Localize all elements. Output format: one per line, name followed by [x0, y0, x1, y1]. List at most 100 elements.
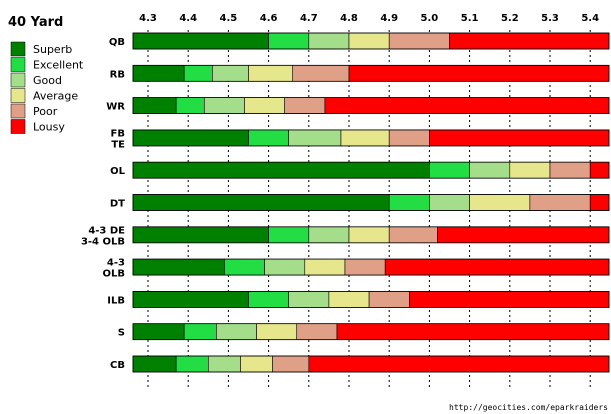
x-tick-label: 4.6: [260, 13, 278, 24]
position-label: 4-3: [107, 258, 125, 269]
bar-segment-poor: [296, 323, 338, 341]
legend-label-average: Average: [33, 90, 78, 103]
chart-title: 40 Yard: [8, 15, 63, 30]
x-tick-label: 4.4: [179, 13, 197, 24]
legend-swatch-excellent: [10, 57, 26, 72]
position-label: WR: [106, 102, 125, 113]
position-label: 3-4 OLB: [81, 236, 125, 247]
legend-label-good: Good: [33, 74, 62, 87]
bar-segment-poor: [272, 355, 310, 373]
legend: Superb Excellent Good Average Poor Lousy: [10, 41, 84, 134]
bar-segment-superb: [132, 32, 269, 50]
position-label: CB: [110, 360, 125, 371]
bar-segment-lousy: [589, 194, 610, 211]
bar-segment-excellent: [248, 291, 290, 308]
x-tick-label: 4.8: [340, 13, 358, 24]
bar-segment-lousy: [324, 97, 610, 114]
bar-segment-average: [328, 291, 370, 308]
bar-outline: [132, 355, 610, 373]
x-tick-label: 5.3: [541, 13, 559, 24]
bar-outline: [132, 226, 610, 244]
bar-outline: [132, 32, 610, 50]
bars: [132, 32, 610, 373]
bar-outline: [132, 97, 610, 114]
position-label: FB: [111, 128, 125, 139]
legend-swatch-lousy: [10, 119, 26, 134]
bar-outline: [132, 161, 610, 179]
bar-segment-average: [248, 65, 294, 82]
bar-outline: [132, 323, 610, 341]
x-tick-label: 4.7: [300, 13, 318, 24]
bar-segment-superb: [132, 291, 249, 308]
bar-segment-average: [348, 32, 390, 50]
x-tick-label: 4.5: [220, 13, 238, 24]
legend-label-excellent: Excellent: [33, 59, 84, 72]
source-url: http://geocities.com/eparkraiders: [449, 403, 608, 412]
bar-segment-lousy: [384, 258, 610, 276]
bar-segment-excellent: [248, 129, 290, 147]
legend-label-poor: Poor: [33, 105, 58, 118]
position-label: RB: [110, 69, 125, 80]
position-label: QB: [109, 37, 125, 48]
x-tick-label: 4.9: [380, 13, 398, 24]
bar-segment-average: [340, 129, 390, 147]
bar-segment-average: [256, 323, 298, 341]
bar-segment-superb: [132, 323, 185, 341]
bar-segment-average: [304, 258, 346, 276]
bar-segment-poor: [549, 161, 591, 179]
bar-segment-excellent: [224, 258, 265, 276]
x-axis-ticks: 4.3 4.4 4.5 4.6 4.7 4.8 4.9 5.0 5.1 5.2 5.3 5.4: [139, 13, 599, 24]
bar-segment-lousy: [429, 129, 610, 147]
bar-segment-poor: [284, 97, 326, 114]
bar-outline: [132, 64, 610, 82]
position-label: 4-3 DE: [88, 225, 125, 236]
x-tick-label: 5.4: [581, 13, 599, 24]
bar-segment-poor: [368, 291, 410, 308]
x-tick-label: 5.2: [501, 13, 519, 24]
bar-segment-good: [288, 291, 330, 308]
position-label: S: [118, 328, 125, 339]
bar-segment-average: [469, 194, 531, 211]
bar-segment-poor: [529, 194, 591, 211]
bar-segment-superb: [132, 355, 177, 373]
position-label: DT: [110, 199, 125, 210]
bar-segment-superb: [132, 97, 177, 114]
bar-segment-lousy: [408, 291, 610, 308]
bar-segment-poor: [388, 226, 438, 244]
bar-segment-good: [469, 161, 511, 179]
bar-segment-good: [288, 129, 342, 147]
bar-segment-excellent: [183, 323, 217, 341]
bar-segment-excellent: [175, 355, 209, 373]
bar-segment-superb: [132, 161, 430, 179]
position-label: ILB: [107, 295, 125, 306]
bar-segment-lousy: [589, 161, 610, 179]
x-tick-label: 5.0: [421, 13, 439, 24]
legend-swatch-good: [10, 72, 26, 88]
bar-segment-excellent: [183, 65, 213, 82]
bar-segment-excellent: [429, 161, 470, 179]
position-label: TE: [111, 139, 125, 150]
legend-swatch-superb: [10, 41, 26, 57]
bar-segment-good: [208, 355, 241, 373]
position-label: OLB: [103, 269, 126, 280]
bar-segment-superb: [132, 129, 249, 147]
bar-segment-poor: [344, 258, 386, 276]
bar-segment-lousy: [348, 65, 610, 82]
bar-segment-superb: [132, 194, 390, 211]
bar-outline: [132, 258, 610, 276]
bar-segment-poor: [388, 129, 430, 147]
bar-segment-poor: [388, 32, 450, 50]
bar-segment-good: [308, 32, 350, 50]
legend-swatch-poor: [10, 103, 26, 119]
bar-segment-lousy: [449, 32, 610, 50]
bar-segment-average: [348, 226, 390, 244]
bar-segment-lousy: [308, 355, 610, 373]
bar-segment-good: [212, 65, 249, 82]
x-tick-label: 4.3: [139, 13, 157, 24]
bar-segment-excellent: [268, 226, 310, 244]
x-tick-label: 5.1: [461, 13, 479, 24]
bar-segment-superb: [132, 226, 269, 244]
bar-segment-good: [429, 194, 470, 211]
